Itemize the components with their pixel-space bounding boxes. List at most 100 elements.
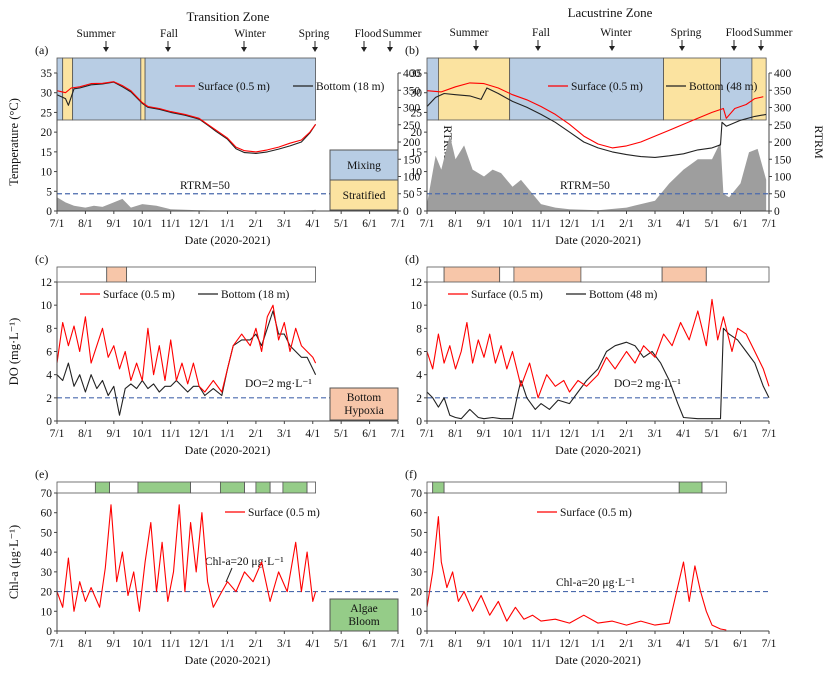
status-segment-b-0 — [426, 57, 439, 121]
box-legend-c-hypoxia — [329, 387, 399, 421]
y2tick-label-b-250: 250 — [774, 120, 792, 132]
xtick-label-c-12: 7/1 — [391, 428, 406, 440]
xtick-label-b-1: 8/1 — [448, 218, 463, 230]
xtick-label-b-6: 1/1 — [591, 218, 606, 230]
xtick-label-c-9: 4/1 — [305, 428, 320, 440]
series-bottom-a — [56, 81, 317, 154]
status-segment-f-2 — [443, 481, 680, 494]
ytick-label-e-60: 60 — [41, 508, 53, 520]
xtick-label-a-10: 5/1 — [334, 218, 349, 230]
season-label-b-fall: Fall — [532, 27, 550, 39]
xtick-label-b-0: 7/1 — [420, 218, 435, 230]
season-label-b-winter: Winter — [600, 27, 632, 39]
xtick-label-d-0: 7/1 — [420, 428, 435, 440]
panel-label-b: (b) — [405, 43, 419, 57]
box-legend-e-bloom — [329, 598, 399, 632]
ytick-label-e-0: 0 — [46, 626, 52, 638]
rtrm-area-b — [427, 135, 767, 211]
status-segment-e-1 — [94, 481, 110, 494]
xtick-label-f-4: 11/1 — [531, 638, 551, 650]
xtick-label-d-1: 8/1 — [448, 428, 463, 440]
status-segment-f-1 — [432, 481, 445, 494]
ytick-label-e-70: 70 — [41, 488, 53, 500]
xtick-label-f-11: 6/1 — [733, 638, 748, 650]
xtick-label-c-6: 1/1 — [220, 428, 235, 440]
xtick-label-a-3: 10/1 — [132, 218, 153, 230]
ytick-label-a-5: 5 — [46, 186, 52, 198]
season-label-a-fall: Fall — [160, 28, 178, 40]
ytick-label-e-20: 20 — [41, 587, 53, 599]
status-segment-e-5 — [219, 481, 245, 494]
y2tick-label-b-0: 0 — [774, 206, 780, 218]
status-segment-e-8 — [269, 481, 284, 494]
series-surface-b — [426, 82, 764, 149]
series-surface-c — [56, 304, 317, 393]
status-segment-d-3 — [513, 266, 582, 283]
series-surface-d — [426, 298, 770, 399]
ytick-label-b-25: 25 — [411, 107, 423, 119]
xtick-label-f-1: 8/1 — [448, 638, 463, 650]
box-legend-label-a-mixing: Mixing — [347, 160, 381, 172]
season-annotation-b-1: Fall — [532, 27, 550, 51]
legend-label-c-1: Bottom (18 m) — [221, 289, 290, 301]
series-bottom-d — [426, 327, 770, 420]
panel-label-d: (d) — [405, 252, 419, 266]
status-bar-e — [56, 481, 316, 494]
status-segment-e-0 — [56, 481, 96, 494]
season-arrowhead-b-2 — [609, 46, 615, 51]
ytick-label-b-15: 15 — [411, 147, 423, 159]
status-segment-c-2 — [126, 266, 316, 283]
y2tick-label-a-0: 0 — [403, 206, 409, 218]
status-segment-d-0 — [426, 266, 445, 283]
panel-c: (c) DO=2 mg·L⁻¹ 0 2 4 6 8 10 12 7/1 8/1 9/1 10/1 11/1… — [7, 252, 406, 457]
xtick-label-f-8: 3/1 — [648, 638, 663, 650]
ytick-label-a-35: 35 — [41, 68, 53, 80]
xtick-label-e-10: 5/1 — [334, 638, 349, 650]
threshold-label-b: RTRM=50 — [560, 180, 610, 192]
y2tick-label-b-50: 50 — [774, 189, 786, 201]
threshold-label-e: Chl-a=20 μg·L⁻¹ — [205, 556, 284, 568]
panel-a: (a)RTRM=50051015202530350501001502002503… — [7, 43, 455, 247]
legend-label-b-1: Bottom (48 m) — [689, 81, 758, 93]
threshold-label-c: DO=2 mg·L⁻¹ — [245, 378, 312, 390]
xtick-label-e-0: 7/1 — [50, 638, 65, 650]
threshold-label-f: Chl-a=20 μg·L⁻¹ — [556, 577, 635, 589]
title-transition-zone: Transition Zone — [187, 9, 270, 24]
ytick-label-c-4: 4 — [46, 370, 52, 382]
panel-d: (d) DO=2 mg·L⁻¹ 0 2 4 6 8 10 12 7/1 8/1 9/1 10/1 11/1… — [405, 252, 777, 457]
ytick-label-e-30: 30 — [41, 567, 53, 579]
season-arrowhead-b-0 — [473, 46, 479, 51]
season-annotation-a-2: Winter — [234, 28, 266, 52]
xtick-label-e-11: 6/1 — [362, 638, 377, 650]
xtick-label-b-10: 5/1 — [705, 218, 720, 230]
status-segment-e-2 — [109, 481, 139, 494]
xtick-label-f-10: 5/1 — [705, 638, 720, 650]
status-segment-a-2 — [72, 57, 142, 121]
season-label-a-summer: Summer — [77, 28, 116, 40]
status-segment-c-1 — [106, 266, 128, 283]
panel-label-f: (f) — [405, 467, 417, 481]
season-label-a-spring: Spring — [299, 28, 330, 40]
status-segment-e-9 — [282, 481, 308, 494]
season-annotation-a-5: Summer — [383, 28, 422, 52]
panel-label-e: (e) — [35, 467, 48, 481]
threshold-label-d: DO=2 mg·L⁻¹ — [614, 378, 681, 390]
legend-label-c-0: Surface (0.5 m) — [103, 289, 175, 301]
y2tick-label-b-150: 150 — [774, 154, 792, 166]
legend-f: Surface (0.5 m) — [537, 507, 632, 519]
ytick-label-f-10: 10 — [411, 606, 423, 618]
season-arrowhead-a-2 — [241, 47, 247, 52]
season-annotation-a-1: Fall — [160, 28, 178, 52]
xtick-label-d-9: 4/1 — [676, 428, 691, 440]
xtick-label-f-7: 2/1 — [619, 638, 634, 650]
ytick-label-f-0: 0 — [416, 626, 422, 638]
ytick-label-c-2: 2 — [46, 393, 52, 405]
legend-d: Surface (0.5 m) Bottom (48 m) — [448, 289, 658, 301]
season-arrowhead-a-3 — [312, 47, 318, 52]
ytick-label-d-2: 2 — [416, 393, 422, 405]
legend-e: Surface (0.5 m) — [225, 507, 320, 519]
season-arrowhead-a-4 — [361, 47, 367, 52]
status-segment-f-4 — [701, 481, 727, 494]
ytick-label-f-50: 50 — [411, 527, 423, 539]
season-annotation-a-4: Flood — [355, 28, 382, 52]
